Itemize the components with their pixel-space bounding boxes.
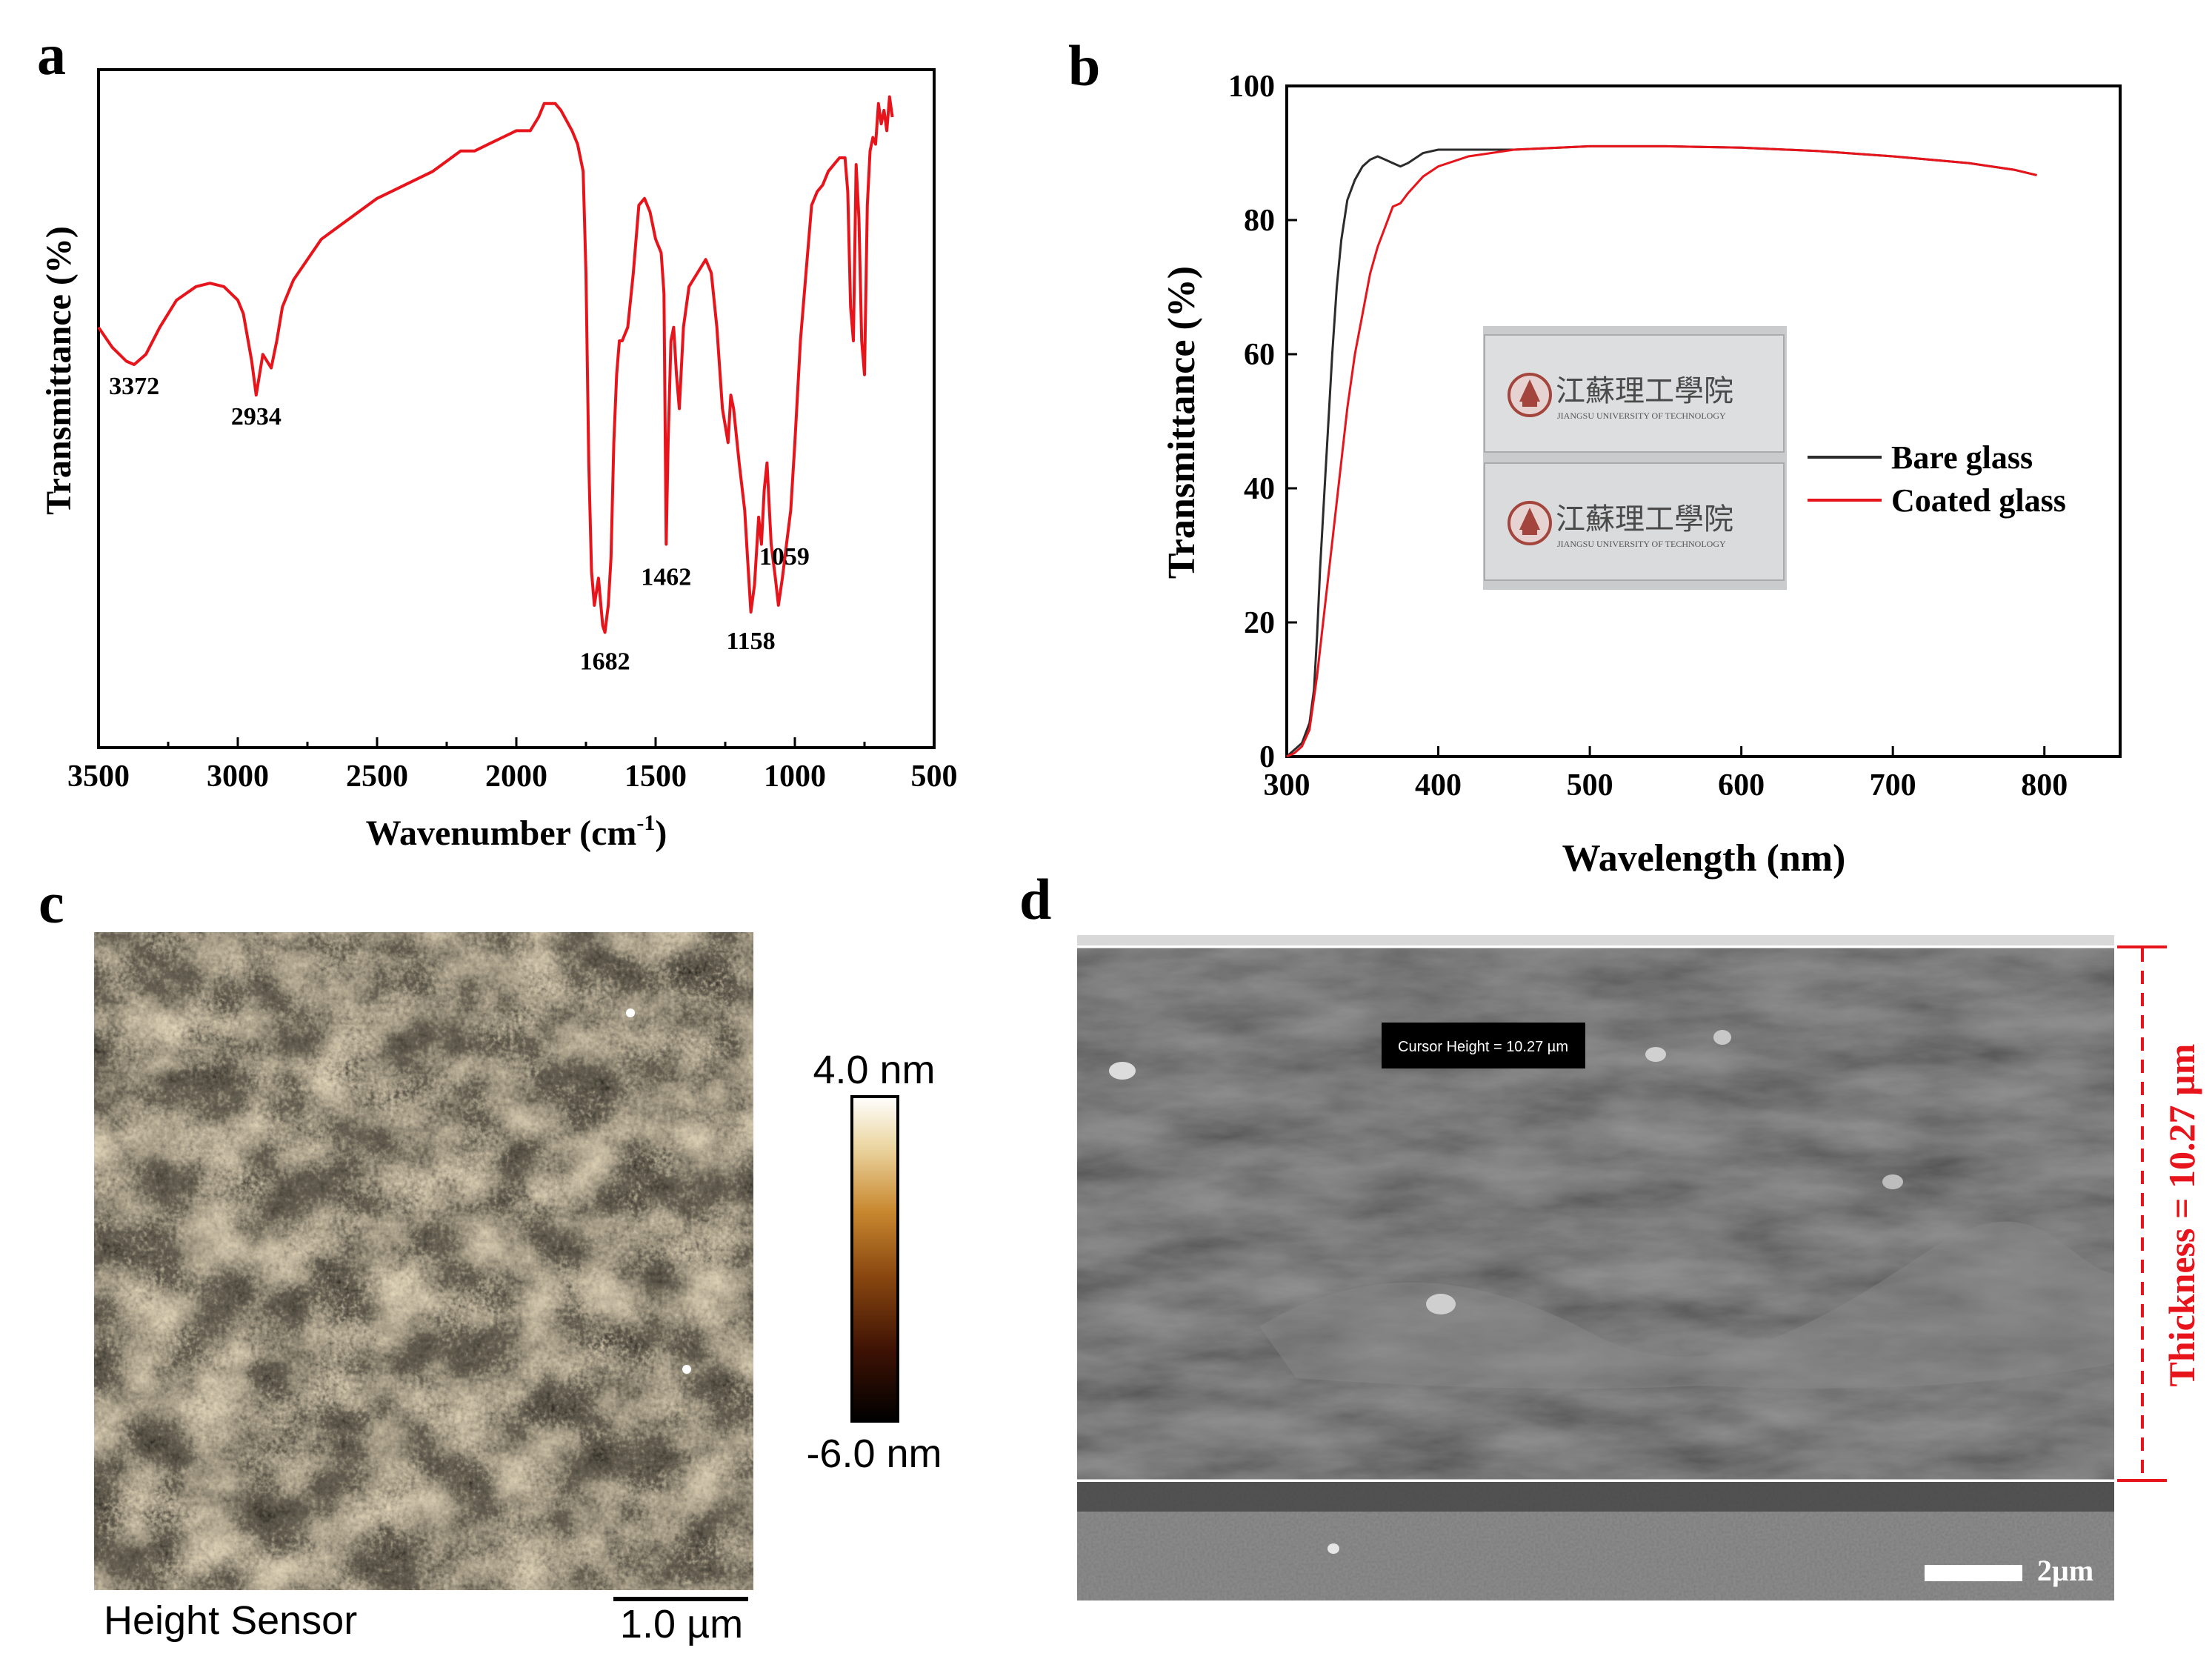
panel-c-letter: c [39,871,64,935]
inset-caption-en-top: JIANGSU UNIVERSITY OF TECHNOLOGY [1557,410,1726,421]
cursor-height-label: Cursor Height = 10.27 µm [1398,1039,1568,1055]
inset-caption-cn-bottom: 江蘇理工學院 [1556,502,1733,536]
panel-a-plot-frame [97,68,936,749]
legend: Bare glass Coated glass [1808,439,2066,519]
panel-a-ylabel: Transmittance (%) [39,226,79,515]
afm-particle [682,1365,691,1374]
panel-a-letter: a [37,22,66,87]
x-tick-label: 3500 [67,759,130,794]
peak-label: 2934 [231,403,282,431]
jsut-logo-top [1508,373,1552,417]
panel-a-ftir-line [97,95,894,634]
afm-scale-label: 1.0 µm [620,1602,743,1646]
panel-d-letter: d [1019,867,1051,931]
sem-scale-bar [1925,1565,2022,1581]
peak-label: 1682 [580,648,630,675]
thickness-label: Thickness = 10.27 µm [2161,1044,2202,1387]
x-tick-label: 2000 [485,759,547,794]
peak-label: 1158 [727,628,776,655]
x-tick-label: 700 [1870,768,1916,802]
afm-height-image [94,932,753,1590]
panel-b-letter: b [1068,33,1100,98]
sem-top-edge [1077,935,2114,945]
panel-d: d Cursor Height = 10.27 µm 2µm Thickness… [1019,867,2202,1600]
x-tick-label: 400 [1415,768,1462,802]
peak-label: 3372 [109,373,159,400]
y-tick-label: 20 [1244,606,1275,640]
inset-caption-cn-top: 江蘇理工學院 [1556,374,1733,408]
legend-label-coated: Coated glass [1891,482,2066,519]
afm-particle [626,1008,635,1017]
sem-fracture-highlight [1259,1221,2114,1389]
sem-substrate-edge [1077,1482,2114,1512]
afm-caption: Height Sensor [104,1598,357,1643]
colorbar-min-label: -6.0 nm [806,1432,942,1476]
x-tick-label: 3000 [207,759,269,794]
inset-caption-en-bottom: JIANGSU UNIVERSITY OF TECHNOLOGY [1557,539,1726,549]
panel-b-xlabel: Wavelength (nm) [1562,837,1846,880]
x-tick-label: 500 [911,759,958,794]
cursor-height-box [1382,1023,1585,1068]
jsut-logo-bottom [1508,501,1552,545]
x-tick-label: 600 [1718,768,1765,802]
sem-scale-label: 2µm [2037,1554,2093,1587]
panel-a-peak-labels: 3372 2934 1682 1462 1158 1059 [109,373,810,675]
panel-b: b 300 400 500 600 700 800 0 20 40 60 80 100 江蘇理工學院 … [1068,33,2122,880]
panel-b-ylabel: Transmittance (%) [1161,266,1203,579]
x-tick-label: 300 [1264,768,1310,802]
panel-b-axis-ticks: 300 400 500 600 700 800 0 20 40 60 80 100 [1228,70,2068,802]
panel-a: a 3500 3000 2500 2000 1500 1000 500 3372 2934 16… [37,22,958,853]
x-tick-label: 1000 [764,759,826,794]
y-tick-label: 80 [1244,204,1275,238]
panel-a-xlabel: Wavenumber (cm-1) [366,811,667,853]
afm-colorbar [850,1095,899,1423]
sem-coating-texture [1077,947,2114,1480]
x-tick-label: 800 [2021,768,2068,802]
y-tick-label: 60 [1244,338,1275,372]
panel-b-plot-frame [1285,84,2122,758]
x-tick-label: 500 [1567,768,1613,802]
legend-label-bare: Bare glass [1891,439,2033,476]
y-tick-label: 100 [1228,70,1275,104]
x-tick-label: 1500 [624,759,687,794]
x-tick-label: 2500 [346,759,408,794]
colorbar-max-label: 4.0 nm [813,1048,935,1092]
coated-glass-line [1286,144,2037,758]
panel-a-x-ticks: 3500 3000 2500 2000 1500 1000 500 [67,737,958,794]
y-tick-label: 0 [1259,740,1275,774]
panel-c: c 4.0 nm -6.0 nm Height Sensor 1.0 µm [39,871,942,1646]
peak-label: 1059 [759,543,810,571]
peak-label: 1462 [641,564,691,591]
sem-particles [1109,1030,1903,1554]
inset-photo: 江蘇理工學院 JIANGSU UNIVERSITY OF TECHNOLOGY … [1483,326,1787,590]
y-tick-label: 40 [1244,472,1275,506]
